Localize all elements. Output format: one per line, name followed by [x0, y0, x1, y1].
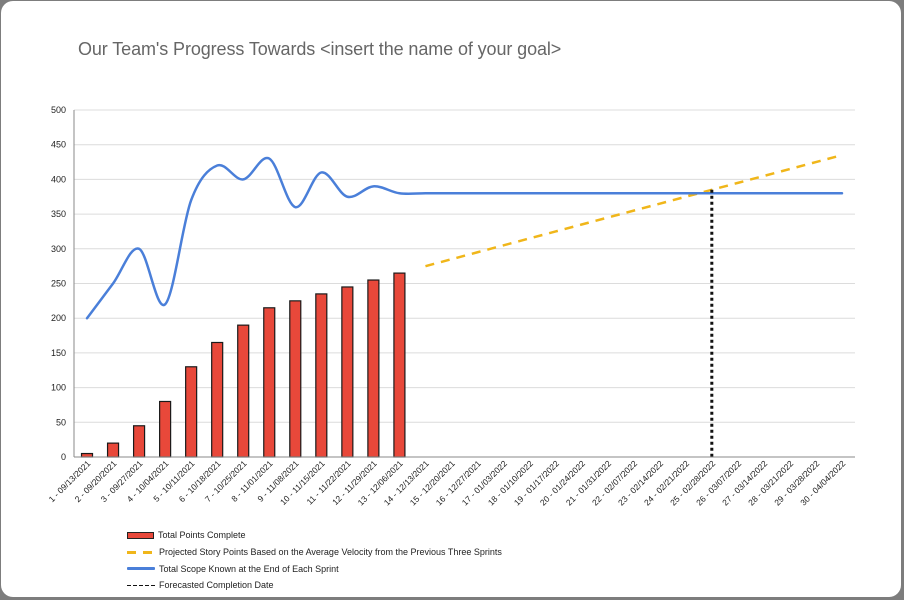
- bar: [367, 279, 380, 458]
- x-tick-label: 13 - 12/06/2021: [356, 458, 405, 507]
- legend-item-total-points-complete: Total Points Complete: [127, 527, 502, 544]
- y-tick-label: 500: [51, 105, 66, 115]
- legend-label: Total Scope Known at the End of Each Spr…: [159, 563, 339, 574]
- legend-label: Projected Story Points Based on the Aver…: [159, 547, 502, 558]
- y-tick-label: 150: [51, 348, 66, 358]
- bar: [80, 452, 94, 458]
- bar: [263, 307, 276, 458]
- x-tick-label: 19 - 01/17/2022: [512, 458, 561, 507]
- y-tick-label: 400: [51, 174, 66, 184]
- legend-label: Forecasted Completion Date: [159, 580, 274, 591]
- dotted-line-swatch-icon: [127, 584, 155, 587]
- x-tick-label: 27 - 03/14/2022: [720, 458, 769, 507]
- y-tick-label: 100: [51, 383, 66, 393]
- x-tick-label: 17 - 01/03/2022: [460, 458, 509, 507]
- bar: [341, 286, 354, 458]
- legend-item-forecasted-completion: Forecasted Completion Date: [127, 577, 502, 594]
- x-tick-label: 28 - 03/21/2022: [746, 458, 795, 507]
- x-tick-label: 25 - 02/28/2022: [668, 458, 717, 507]
- legend-item-total-scope: Total Scope Known at the End of Each Spr…: [127, 560, 502, 577]
- bar: [211, 341, 224, 458]
- projected-line: [425, 153, 843, 268]
- bar: [315, 293, 328, 458]
- y-tick-label: 300: [51, 244, 66, 254]
- bar: [393, 272, 406, 458]
- x-tick-label: 24 - 02/21/2022: [642, 458, 691, 507]
- legend-item-projected-story-points: Projected Story Points Based on the Aver…: [127, 544, 502, 561]
- y-tick-label: 50: [56, 417, 66, 427]
- chart-title: Our Team's Progress Towards <insert the …: [78, 39, 562, 59]
- x-tick-label: 16 - 12/27/2021: [434, 458, 483, 507]
- gridlines: [74, 109, 855, 423]
- x-tick-label: 21 - 01/31/2022: [564, 458, 613, 507]
- bar: [289, 300, 302, 458]
- bar: [159, 400, 172, 458]
- y-tick-label: 200: [51, 313, 66, 323]
- legend-label: Total Points Complete: [158, 530, 246, 541]
- scope-line: [85, 156, 844, 320]
- line-series: [85, 153, 844, 457]
- dashed-line-swatch-icon: [127, 550, 155, 554]
- x-tick-label: 23 - 02/14/2022: [616, 458, 665, 507]
- y-axis: 0 50 100 150 200 250 300 350 400 450 500: [51, 105, 75, 462]
- x-tick-label: 14 - 12/13/2021: [382, 458, 431, 507]
- solid-line-swatch-icon: [127, 567, 155, 571]
- x-tick-label: 22 - 02/07/2022: [590, 458, 639, 507]
- bar: [185, 366, 198, 458]
- x-tick-label: 29 - 03/28/2022: [772, 458, 821, 507]
- y-tick-label: 250: [51, 279, 66, 289]
- bar: [132, 425, 146, 458]
- x-tick-label: 15 - 12/20/2021: [408, 458, 457, 507]
- y-tick-label: 0: [61, 452, 66, 462]
- y-tick-label: 350: [51, 209, 66, 219]
- x-tick-label: 20 - 01/24/2022: [538, 458, 587, 507]
- bar: [106, 442, 120, 458]
- x-tick-label: 18 - 01/10/2022: [486, 458, 535, 507]
- x-tick-label: 30 - 04/04/2022: [798, 458, 847, 507]
- bar-swatch-icon: [127, 531, 154, 539]
- y-tick-label: 450: [51, 140, 66, 150]
- x-tick-label: 26 - 03/07/2022: [694, 458, 743, 507]
- bar-series-total-points-complete: [80, 272, 406, 458]
- chart-legend: Total Points Complete Projected Story Po…: [127, 527, 502, 594]
- bar: [237, 324, 250, 458]
